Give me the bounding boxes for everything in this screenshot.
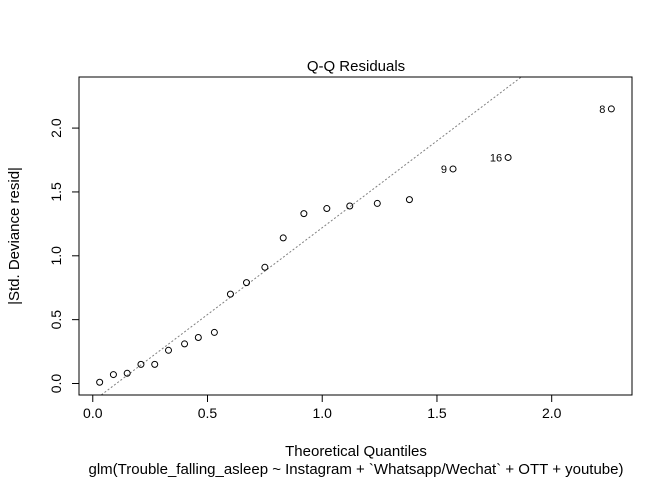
data-point [279, 234, 287, 242]
y-axis: 0.0 0.5 1.0 1.5 2.0 [48, 118, 80, 394]
y-axis-title: |Std. Deviance resid| [6, 167, 23, 305]
data-point [607, 105, 615, 113]
data-point [346, 202, 354, 210]
x-tick-label: 0.5 [198, 405, 218, 421]
data-point [226, 290, 234, 298]
data-point [181, 340, 189, 348]
chart-title: Q-Q Residuals [307, 58, 405, 75]
point-label: 8 [599, 104, 605, 116]
data-point [210, 328, 218, 336]
y-tick-label: 2.0 [48, 118, 64, 138]
data-points-layer [96, 105, 615, 386]
data-point [109, 371, 117, 379]
y-tick-label: 1.0 [48, 246, 64, 266]
data-point [243, 279, 251, 287]
point-label: 9 [441, 164, 447, 176]
data-point [300, 210, 308, 218]
data-point [323, 205, 331, 213]
data-point [504, 153, 512, 161]
x-tick-label: 0.0 [83, 405, 103, 421]
plot-frame [78, 76, 633, 396]
x-tick-label: 1.0 [312, 405, 332, 421]
data-point [164, 346, 172, 354]
y-tick-label: 0.5 [48, 310, 64, 330]
x-axis-title: Theoretical Quantiles [285, 443, 427, 460]
x-axis: 0.0 0.5 1.0 1.5 2.0 [83, 394, 562, 421]
data-point [96, 378, 104, 386]
data-point [194, 334, 202, 342]
y-tick-label: 0.0 [48, 374, 64, 394]
data-point [261, 263, 269, 271]
data-point [373, 199, 381, 207]
data-point [449, 165, 457, 173]
subtitle: glm(Trouble_falling_asleep ~ Instagram +… [89, 461, 624, 478]
x-tick-label: 1.5 [427, 405, 447, 421]
x-tick-label: 2.0 [542, 405, 562, 421]
data-point [151, 360, 159, 368]
data-point [405, 196, 413, 204]
data-point [123, 369, 131, 377]
point-labels-layer: 9 16 8 [441, 104, 605, 176]
point-label: 16 [490, 152, 502, 164]
data-point [137, 360, 145, 368]
y-tick-label: 1.5 [48, 182, 64, 202]
